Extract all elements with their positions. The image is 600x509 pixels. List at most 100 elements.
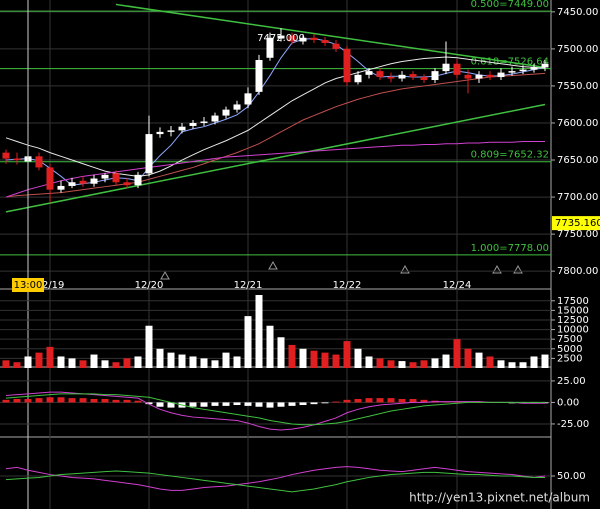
macd-line xyxy=(5,393,545,426)
candle-body xyxy=(57,185,65,190)
y-tick-label: 5000 xyxy=(557,344,582,355)
candle-body xyxy=(2,152,10,159)
candle-body xyxy=(299,37,307,42)
candle-body xyxy=(365,71,373,75)
volume-bar xyxy=(90,354,98,368)
macd-bar xyxy=(189,402,197,407)
macd-bar xyxy=(57,397,65,403)
y-tick-label: 15000 xyxy=(557,305,589,316)
y-tick-label: 17500 xyxy=(557,296,589,307)
volume-bar xyxy=(398,361,406,368)
candle-body xyxy=(156,131,164,135)
candle-body xyxy=(68,182,76,186)
macd-bar xyxy=(387,398,395,403)
volume-bar xyxy=(497,360,505,368)
cursor-box xyxy=(12,278,44,292)
candle-body xyxy=(233,104,241,110)
volume-bar xyxy=(431,358,439,368)
candle-body xyxy=(398,74,406,79)
y-tick-label: 50.00 xyxy=(557,471,586,482)
y-tick-label: 7450.00 xyxy=(557,7,598,18)
macd-bar xyxy=(420,399,428,403)
volume-bar xyxy=(541,354,549,368)
volume-bar xyxy=(13,362,21,368)
candle-body xyxy=(442,63,450,72)
macd-bar xyxy=(112,399,120,403)
candle-body xyxy=(112,173,120,183)
marker xyxy=(400,264,410,274)
x-tick-label: 12/19 xyxy=(36,280,65,291)
y-tick-label: 2500 xyxy=(557,353,582,364)
volume-bar xyxy=(321,352,329,368)
marker xyxy=(513,264,523,274)
volume-bar xyxy=(57,356,65,368)
macd-bar xyxy=(156,402,164,407)
candle-body xyxy=(288,35,296,42)
macd-bar xyxy=(233,402,241,406)
candle-body xyxy=(200,121,208,123)
volume-bar xyxy=(2,360,10,368)
candle-body xyxy=(464,74,472,79)
volume-bar xyxy=(167,352,175,368)
trendline xyxy=(115,3,546,69)
fib-label: 0.809=7652.32 xyxy=(471,150,549,161)
candle-body xyxy=(519,69,527,72)
volume-bar xyxy=(189,356,197,368)
candle-body xyxy=(46,167,54,190)
y-tick-label: 12500 xyxy=(557,315,589,326)
y-tick-label: 7600.00 xyxy=(557,118,598,129)
macd-bar xyxy=(79,398,87,403)
volume-bar xyxy=(332,354,340,368)
volume-bar xyxy=(24,356,32,368)
volume-bar xyxy=(156,348,164,368)
candle-body xyxy=(420,77,428,81)
fib-label: 0.500=7449.00 xyxy=(471,0,549,10)
volume-bar xyxy=(486,356,494,368)
macd-bar xyxy=(321,402,329,404)
marker xyxy=(268,260,278,270)
candle-body xyxy=(90,178,98,184)
trendline xyxy=(5,103,546,213)
volume-bar xyxy=(35,352,43,368)
x-tick-label: 12/20 xyxy=(135,280,164,291)
volume-bar xyxy=(178,354,186,368)
candle-body xyxy=(354,74,362,83)
volume-bar xyxy=(365,356,373,368)
macd-bar xyxy=(343,399,351,403)
candle-body xyxy=(475,74,483,79)
candle-body xyxy=(101,174,109,179)
x-tick-label: 12/24 xyxy=(443,280,472,291)
candle-body xyxy=(266,37,274,58)
macd-bar xyxy=(398,398,406,403)
macd-bar xyxy=(35,398,43,403)
candle-body xyxy=(222,109,230,116)
candle-body xyxy=(431,71,439,81)
candle-body xyxy=(255,60,263,92)
macd-bar xyxy=(68,398,76,403)
candle-body xyxy=(189,122,197,126)
candle-body xyxy=(376,71,384,78)
macd-bar xyxy=(24,398,32,403)
volume-bar xyxy=(233,356,241,368)
macd-bar xyxy=(13,398,21,403)
candle-body xyxy=(211,115,219,122)
candle-body xyxy=(13,158,21,161)
y-tick-label: 25.00 xyxy=(557,376,586,387)
volume-bar xyxy=(112,362,120,368)
macd-bar xyxy=(211,402,219,406)
volume-bar xyxy=(376,358,384,368)
candle-body xyxy=(167,130,175,132)
moving-average xyxy=(5,72,546,198)
volume-bar xyxy=(299,348,307,368)
macd-bar xyxy=(376,398,384,403)
marker xyxy=(492,264,502,274)
candle-body xyxy=(79,180,87,184)
x-tick-label: 12/22 xyxy=(333,280,362,291)
volume-bar xyxy=(310,350,318,368)
volume-bar xyxy=(145,325,153,368)
volume-bar xyxy=(222,352,230,368)
y-tick-label: 0.00 xyxy=(557,397,579,408)
volume-bar xyxy=(266,325,274,368)
